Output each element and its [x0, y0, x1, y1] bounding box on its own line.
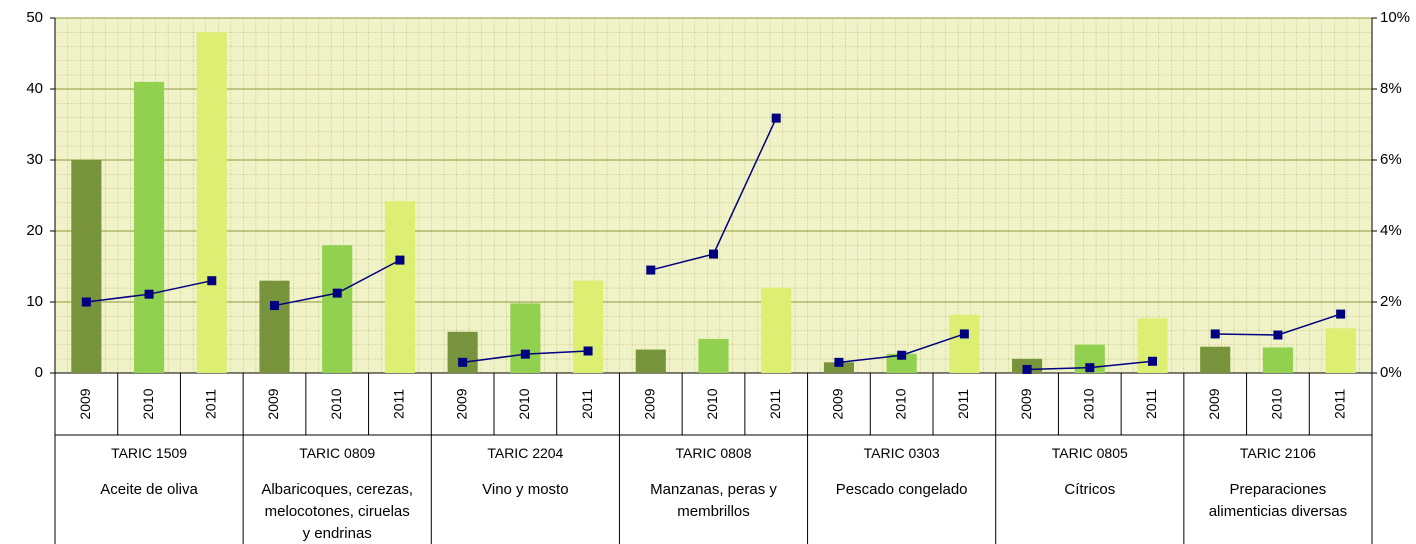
- group-code: TARIC 0303: [864, 445, 940, 461]
- share-marker: [332, 288, 342, 298]
- bar: [510, 303, 541, 373]
- share-marker: [207, 276, 217, 286]
- bar: [573, 280, 604, 373]
- y-tick-label: 30: [26, 151, 43, 168]
- y2-tick-label: 6%: [1380, 151, 1402, 168]
- group-name: Manzanas, peras y: [650, 481, 777, 498]
- year-label: 2010: [328, 388, 344, 419]
- year-label: 2009: [77, 388, 93, 419]
- y2-tick-label: 10%: [1380, 9, 1410, 26]
- group-name: Aceite de oliva: [100, 481, 198, 498]
- year-label: 2009: [265, 388, 281, 419]
- bar: [635, 349, 666, 373]
- group-code: TARIC 2204: [487, 445, 563, 461]
- year-label: 2011: [202, 389, 218, 419]
- bar: [71, 160, 102, 373]
- share-marker: [771, 113, 781, 123]
- bar: [1262, 347, 1293, 373]
- share-marker: [897, 350, 907, 360]
- share-marker: [1148, 356, 1157, 366]
- year-label: 2009: [1018, 388, 1034, 419]
- y-tick-label: 10: [26, 293, 43, 310]
- share-marker: [1085, 363, 1095, 373]
- share-marker: [458, 357, 468, 367]
- share-marker: [520, 349, 530, 359]
- bar: [384, 201, 415, 373]
- share-marker: [144, 289, 154, 299]
- year-label: 2011: [579, 389, 595, 419]
- y2-tick-label: 4%: [1380, 222, 1402, 239]
- year-label: 2009: [641, 388, 657, 419]
- year-label: 2010: [1269, 388, 1285, 419]
- group-code: TARIC 0805: [1052, 445, 1128, 461]
- share-marker: [1210, 329, 1220, 339]
- share-marker: [1022, 364, 1032, 374]
- year-label: 2010: [704, 388, 720, 419]
- year-label: 2009: [830, 388, 846, 419]
- bar: [761, 287, 792, 373]
- share-marker: [959, 329, 969, 339]
- group-name: membrillos: [677, 503, 750, 520]
- year-label: 2009: [1206, 388, 1222, 419]
- bar: [886, 353, 917, 373]
- group-code: TARIC 0809: [299, 445, 375, 461]
- share-marker: [270, 301, 279, 311]
- group-name: Cítricos: [1064, 481, 1115, 498]
- bar: [1200, 346, 1231, 373]
- bar: [949, 314, 980, 373]
- minor-grid: [55, 18, 1372, 373]
- bar: [134, 81, 165, 374]
- bar: [698, 338, 729, 373]
- bar: [196, 32, 227, 373]
- year-label: 2011: [391, 389, 407, 419]
- bar: [823, 362, 854, 373]
- year-label: 2010: [892, 388, 908, 419]
- group-name: alimenticias diversas: [1209, 503, 1347, 520]
- y-tick-label: 20: [26, 222, 43, 239]
- y-tick-label: 0: [35, 364, 43, 381]
- share-marker: [834, 357, 844, 367]
- group-name: Albaricoques, cerezas,: [261, 481, 413, 498]
- share-marker: [1273, 330, 1283, 340]
- y2-tick-label: 0%: [1380, 364, 1402, 381]
- group-code: TARIC 2106: [1240, 445, 1316, 461]
- group-name: Vino y mosto: [482, 481, 568, 498]
- y2-tick-label: 8%: [1380, 80, 1402, 97]
- bar: [1325, 328, 1356, 373]
- year-label: 2011: [955, 389, 971, 419]
- y-tick-label: 40: [26, 80, 43, 97]
- bar: [259, 280, 290, 373]
- share-marker: [81, 297, 91, 307]
- share-marker: [395, 255, 405, 265]
- year-label: 2010: [1080, 388, 1096, 419]
- share-marker: [709, 249, 718, 259]
- y-tick-label: 50: [26, 9, 43, 26]
- year-label: 2011: [767, 389, 783, 419]
- share-marker: [646, 265, 656, 275]
- group-name: melocotones, ciruelas: [265, 503, 410, 520]
- share-marker: [583, 346, 593, 356]
- group-name: y endrinas: [303, 525, 372, 542]
- bar: [322, 245, 353, 373]
- year-label: 2010: [140, 388, 156, 419]
- year-label: 2010: [516, 388, 532, 419]
- year-label: 2011: [1143, 389, 1159, 419]
- y2-tick-label: 2%: [1380, 293, 1402, 310]
- share-marker: [1336, 309, 1346, 319]
- year-label: 2011: [1331, 389, 1347, 419]
- year-label: 2009: [453, 388, 469, 419]
- group-code: TARIC 0808: [676, 445, 752, 461]
- group-code: TARIC 1509: [111, 445, 187, 461]
- group-name: Pescado congelado: [836, 481, 968, 498]
- group-name: Preparaciones: [1230, 481, 1327, 498]
